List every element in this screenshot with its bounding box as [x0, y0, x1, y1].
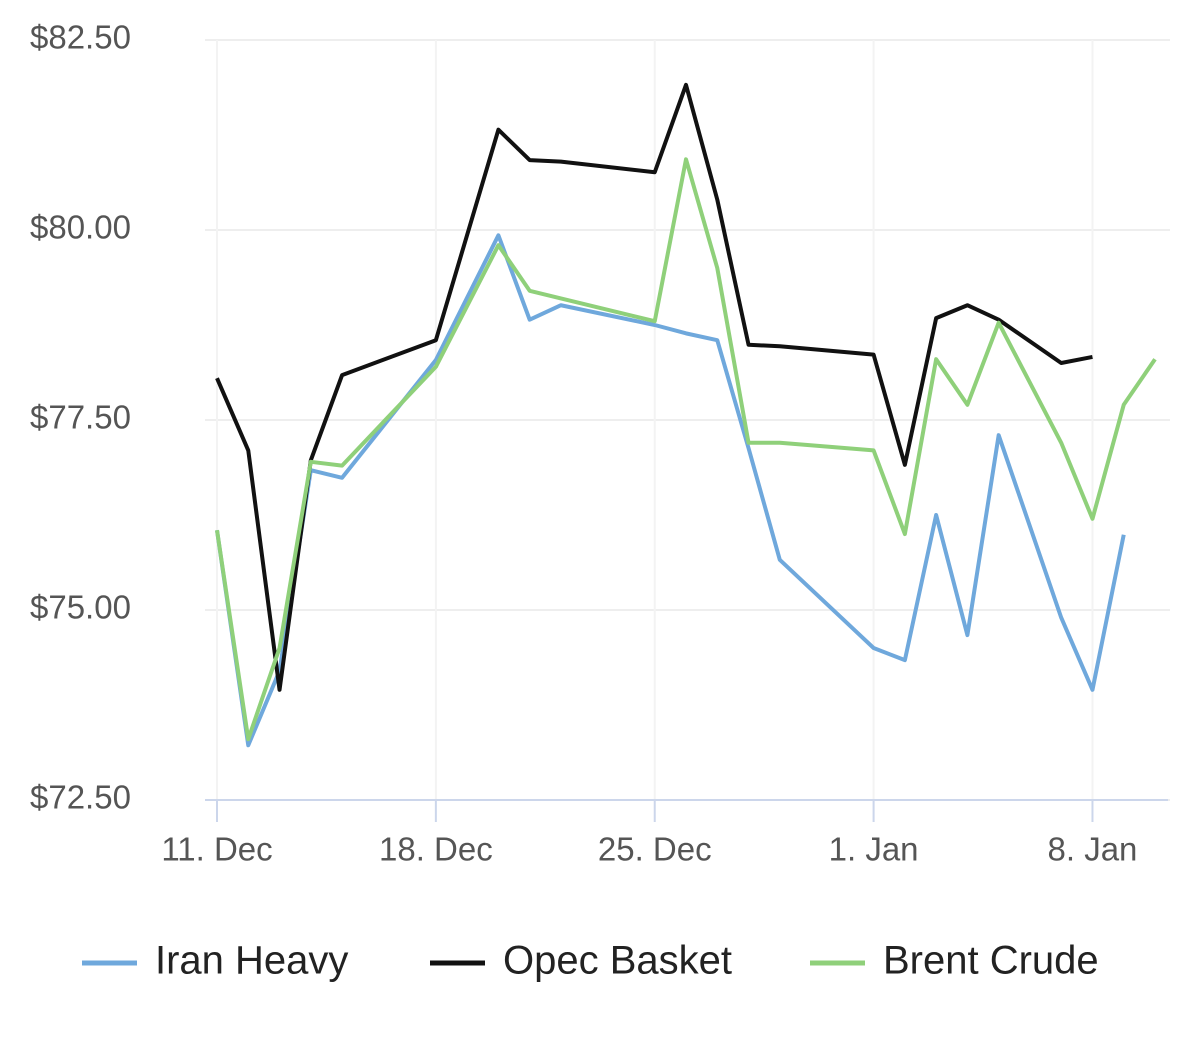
x-tick-label: 11. Dec — [161, 831, 272, 868]
x-tick-label: 25. Dec — [598, 831, 712, 868]
y-tick-label: $80.00 — [30, 209, 131, 246]
y-tick-label: $82.50 — [30, 19, 131, 56]
series-line — [215, 233, 1126, 748]
series-line — [215, 82, 1093, 692]
legend-label: Brent Crude — [883, 939, 1099, 983]
legend-label: Opec Basket — [503, 939, 732, 983]
legend-label: Iran Heavy — [155, 939, 348, 983]
series-line — [215, 157, 1157, 742]
x-tick-label: 8. Jan — [1048, 831, 1138, 868]
x-tick-label: 1. Jan — [829, 831, 919, 868]
x-tick-label: 18. Dec — [379, 831, 493, 868]
y-tick-label: $75.00 — [30, 589, 131, 626]
y-tick-label: $77.50 — [30, 399, 131, 436]
y-tick-label: $72.50 — [30, 779, 131, 816]
